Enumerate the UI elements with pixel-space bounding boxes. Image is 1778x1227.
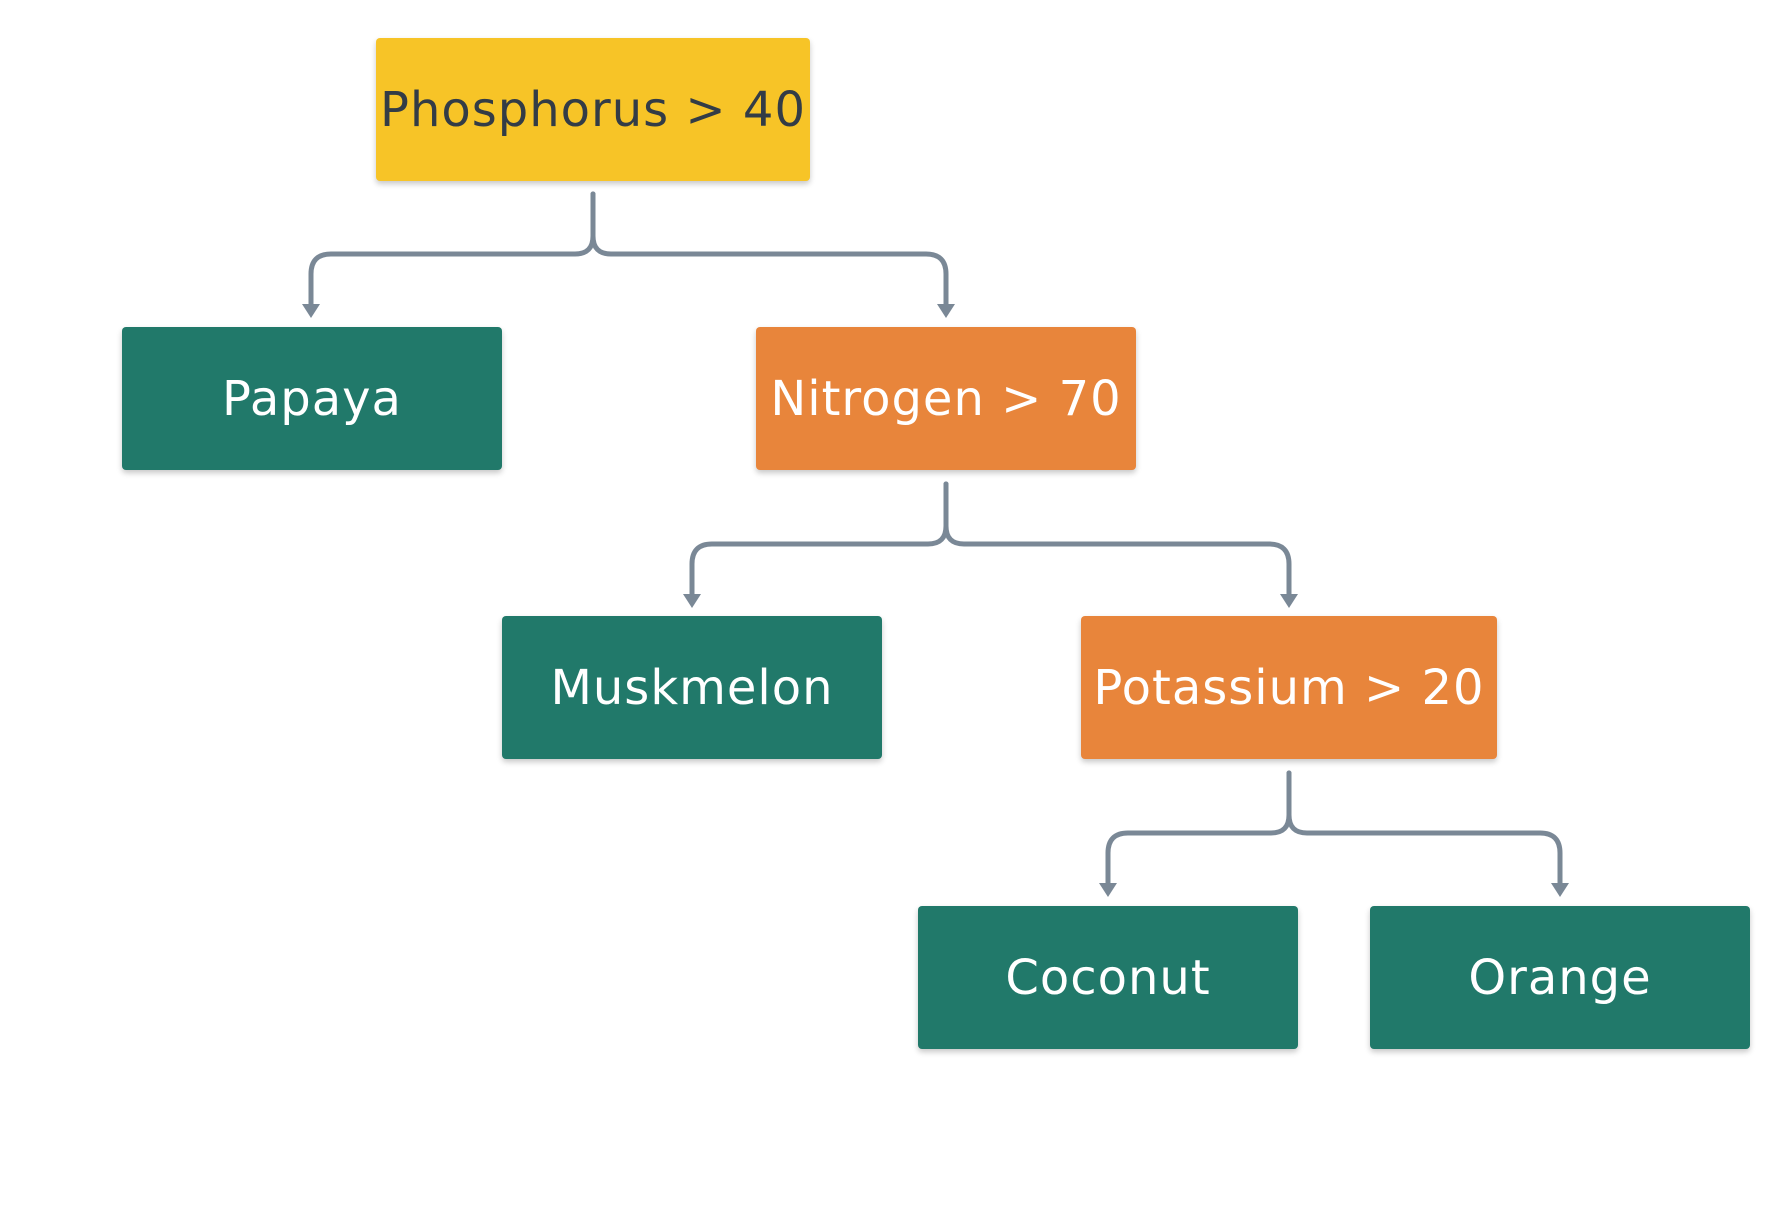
arrowhead-papaya (302, 304, 320, 318)
node-label: Papaya (222, 370, 402, 427)
edge-potassium-coconut (1105, 770, 1292, 888)
edge-nitrogen-potassium (943, 481, 1292, 599)
leaf-coconut: Coconut (918, 906, 1298, 1049)
arrowhead-coconut (1099, 883, 1117, 897)
edge-nitrogen-muskmelon (689, 481, 949, 599)
node-label: Orange (1468, 949, 1652, 1006)
edge-root-papaya (308, 191, 596, 309)
arrowhead-potassium (1280, 594, 1298, 608)
node-label: Potassium > 20 (1093, 659, 1485, 716)
leaf-papaya: Papaya (122, 327, 502, 470)
arrowhead-orange (1551, 883, 1569, 897)
node-label: Nitrogen > 70 (770, 370, 1122, 427)
node-label: Muskmelon (550, 659, 834, 716)
leaf-muskmelon: Muskmelon (502, 616, 882, 759)
edge-root-nitrogen (590, 191, 949, 309)
node-label: Coconut (1005, 949, 1211, 1006)
leaf-orange: Orange (1370, 906, 1750, 1049)
node-phosphorus-condition: Phosphorus > 40 (376, 38, 810, 181)
node-nitrogen-condition: Nitrogen > 70 (756, 327, 1136, 470)
arrowhead-muskmelon (683, 594, 701, 608)
node-label: Phosphorus > 40 (380, 81, 806, 138)
arrowhead-nitrogen (937, 304, 955, 318)
edge-potassium-orange (1286, 770, 1563, 888)
node-potassium-condition: Potassium > 20 (1081, 616, 1497, 759)
